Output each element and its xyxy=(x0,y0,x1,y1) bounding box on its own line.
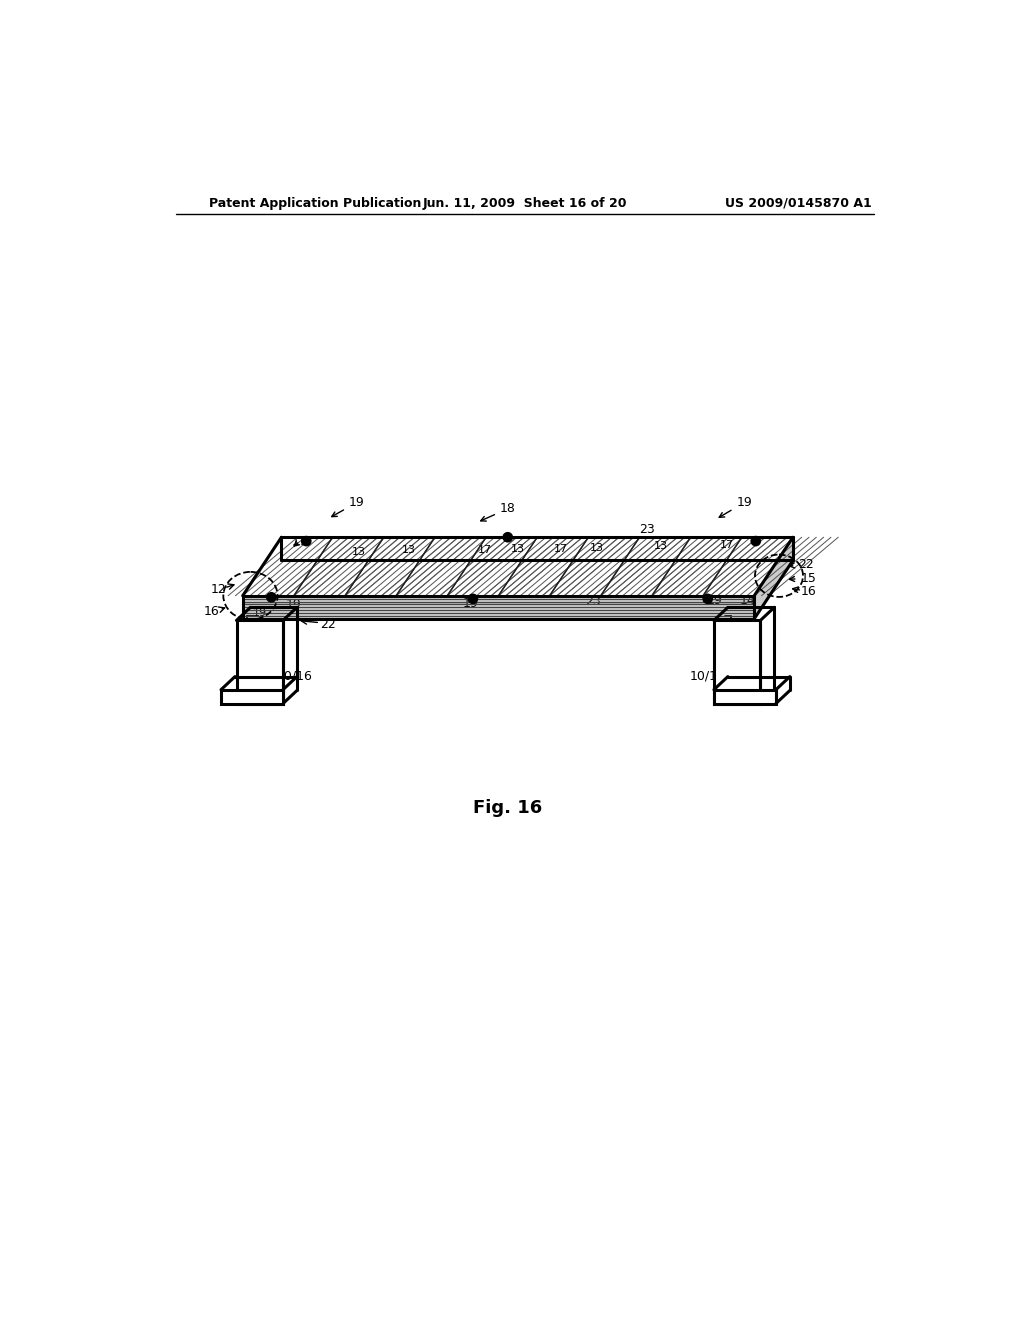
Polygon shape xyxy=(243,537,793,595)
Text: 19: 19 xyxy=(253,607,267,618)
Text: 10/16: 10/16 xyxy=(276,669,312,682)
Text: 13: 13 xyxy=(402,545,417,556)
Text: 21: 21 xyxy=(258,643,273,656)
Circle shape xyxy=(302,536,311,545)
Text: 21: 21 xyxy=(730,643,745,656)
Text: 16: 16 xyxy=(801,585,816,598)
Text: 13: 13 xyxy=(590,543,604,553)
Text: 19: 19 xyxy=(707,594,723,607)
Text: 15: 15 xyxy=(790,572,816,585)
Text: Fig. 16: Fig. 16 xyxy=(473,799,543,817)
Text: 10/16: 10/16 xyxy=(690,669,726,682)
Text: Patent Application Publication: Patent Application Publication xyxy=(209,197,422,210)
Text: 12: 12 xyxy=(211,583,226,597)
Text: 16: 16 xyxy=(204,605,219,618)
Circle shape xyxy=(503,532,512,543)
Text: 23: 23 xyxy=(585,595,601,609)
Polygon shape xyxy=(237,620,283,704)
Text: 19: 19 xyxy=(332,496,365,516)
Polygon shape xyxy=(243,595,755,619)
Text: 17: 17 xyxy=(720,540,734,550)
Text: 19: 19 xyxy=(286,598,301,611)
Text: 22: 22 xyxy=(321,618,336,631)
Polygon shape xyxy=(714,689,776,704)
Text: 22: 22 xyxy=(790,557,814,570)
Text: 18: 18 xyxy=(480,502,516,521)
Text: 17: 17 xyxy=(477,545,492,556)
Polygon shape xyxy=(755,537,793,619)
Text: 17: 17 xyxy=(553,544,567,554)
Text: 23: 23 xyxy=(639,523,655,536)
Text: 19: 19 xyxy=(463,597,478,610)
Text: 14: 14 xyxy=(740,594,756,607)
Circle shape xyxy=(266,593,276,602)
Text: US 2009/0145870 A1: US 2009/0145870 A1 xyxy=(725,197,872,210)
Circle shape xyxy=(468,594,477,603)
Circle shape xyxy=(751,536,761,545)
Circle shape xyxy=(703,594,713,603)
Text: 19: 19 xyxy=(719,496,752,517)
Text: 13: 13 xyxy=(511,544,525,554)
Text: 17: 17 xyxy=(292,535,308,548)
Text: Jun. 11, 2009  Sheet 16 of 20: Jun. 11, 2009 Sheet 16 of 20 xyxy=(423,197,627,210)
Text: 13: 13 xyxy=(654,541,669,552)
Polygon shape xyxy=(221,689,283,704)
Polygon shape xyxy=(714,620,761,704)
Text: 13: 13 xyxy=(352,546,366,557)
